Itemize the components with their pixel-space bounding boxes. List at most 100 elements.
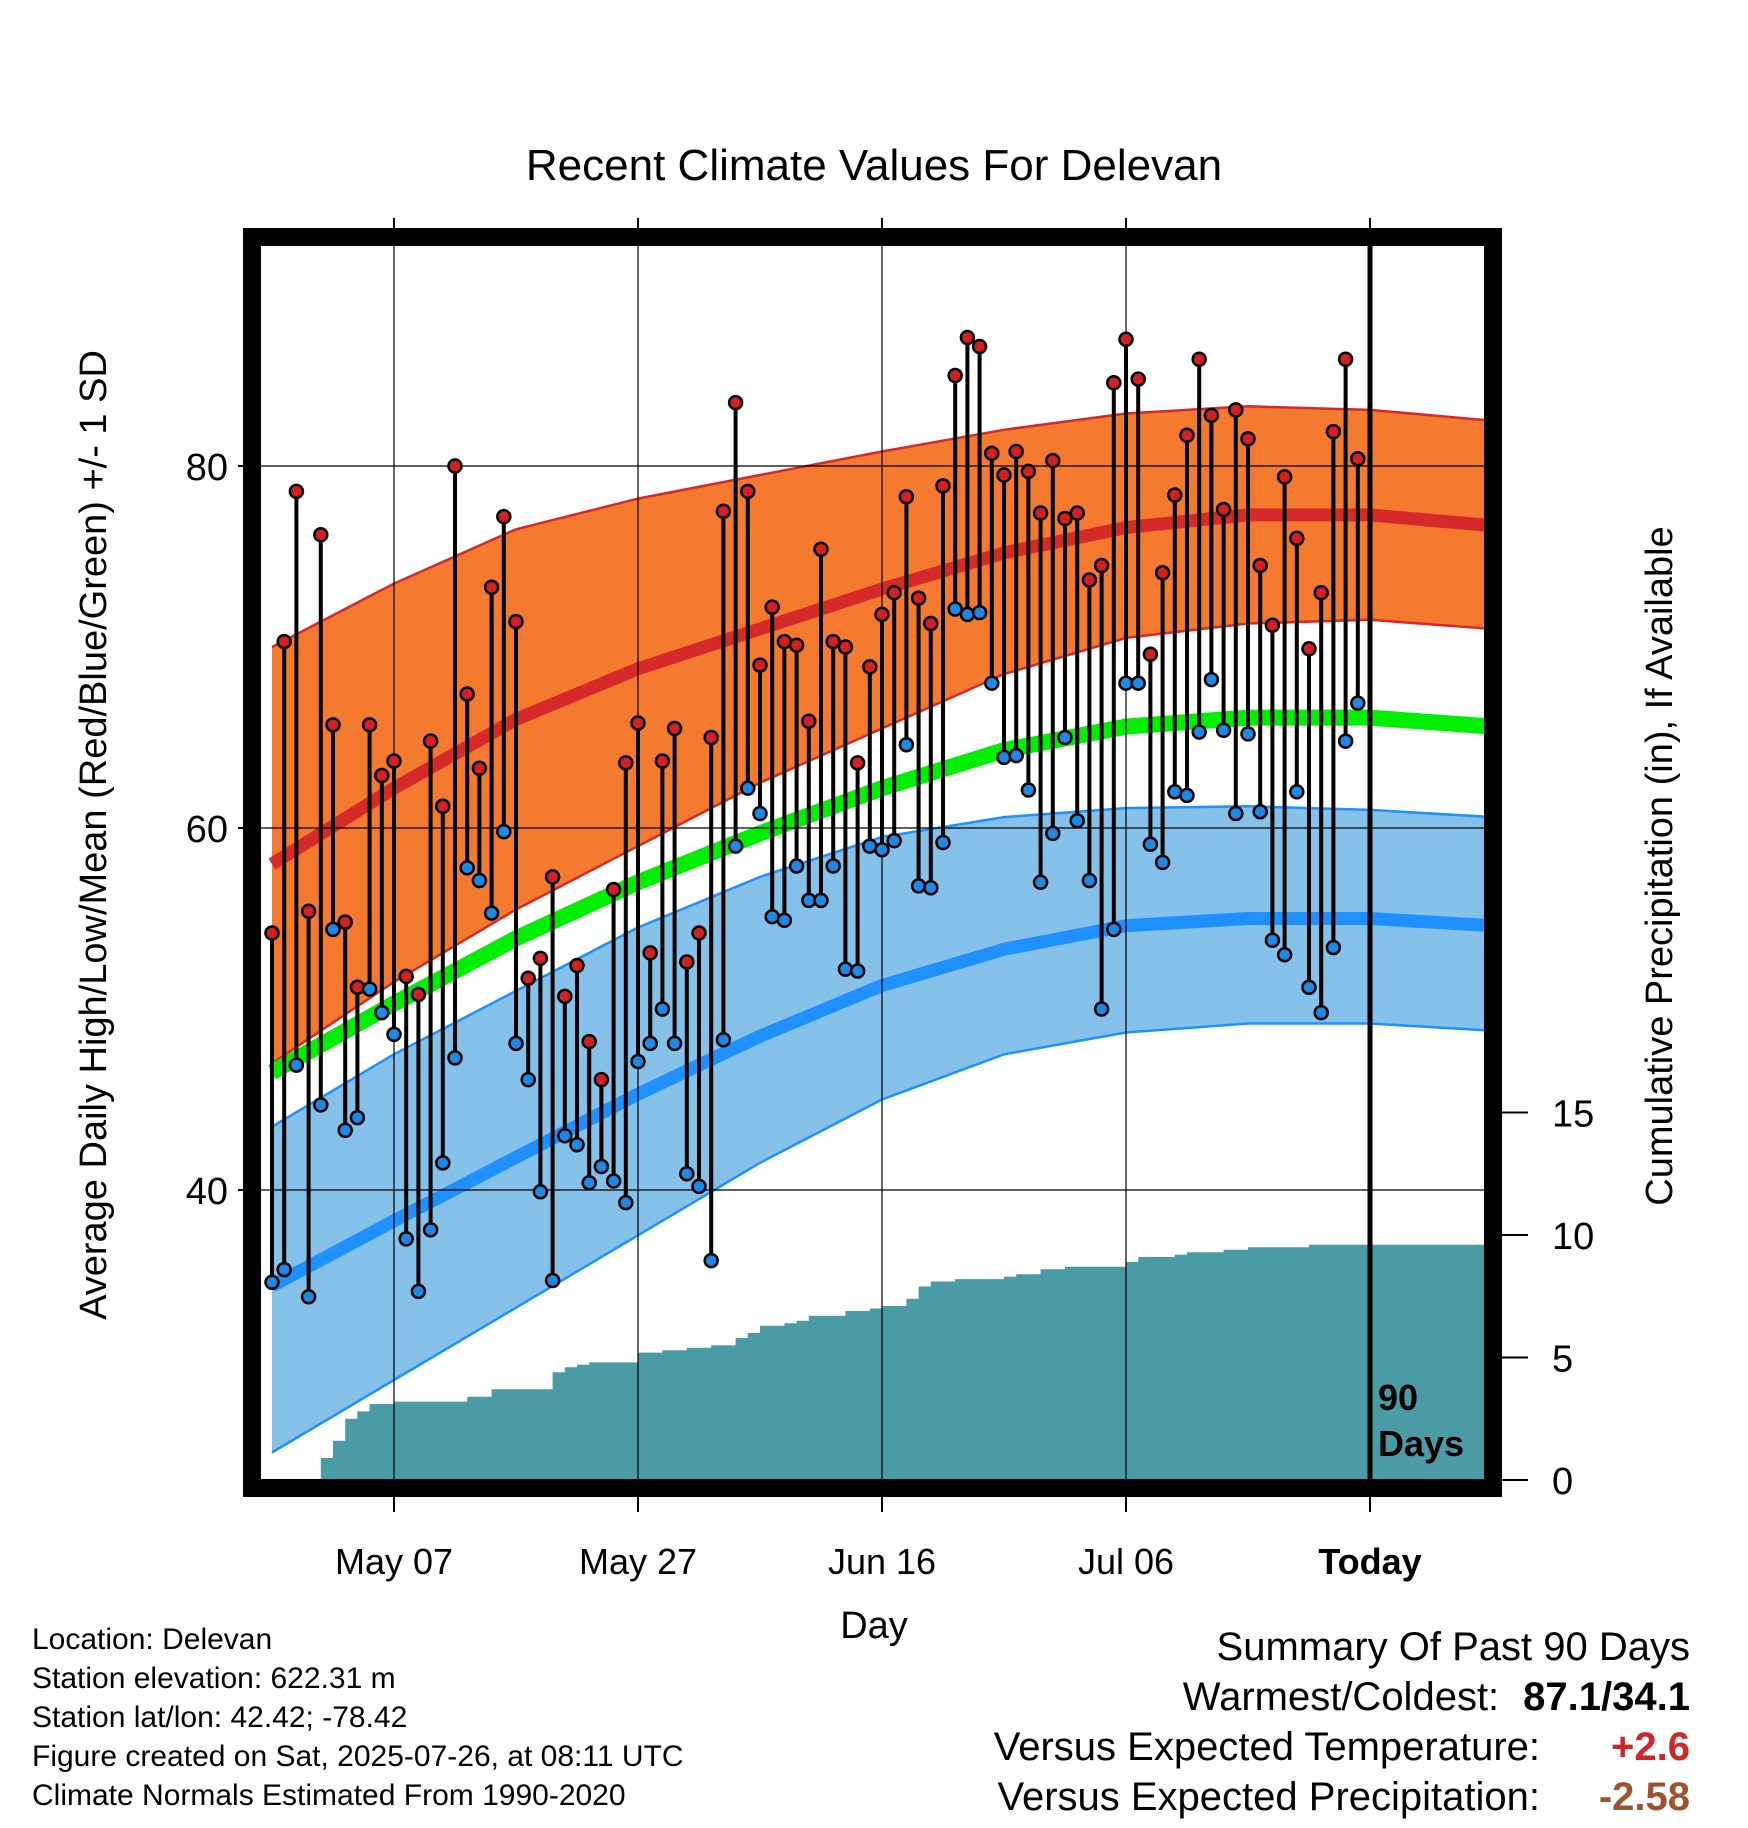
daily-low-point [727,838,744,854]
daily-high-point [508,613,524,630]
daily-low-point [361,981,378,997]
daily-high-point [1203,407,1220,424]
daily-high-point [337,914,353,930]
daily-low-point [618,1194,634,1211]
warm-cold-row: Warmest/Coldest: 87.1/34.1 [994,1672,1690,1722]
today-marker-label-1: 90 [1378,1377,1418,1418]
daily-low-point [1081,872,1098,889]
daily-low-point [935,834,951,851]
daily-high-point [1130,371,1146,387]
daily-low-point [605,1173,622,1189]
daily-low-point [593,1158,610,1175]
daily-low-point [813,892,829,909]
daily-high-point [581,1033,597,1050]
location-line: Location: Delevan [32,1623,273,1656]
daily-high-point [520,970,536,986]
daily-high-point [557,988,573,1005]
daily-high-point [1154,565,1171,581]
daily-low-point [349,1109,366,1126]
daily-low-point [581,1175,597,1191]
daily-high-point [1289,530,1305,547]
daily-low-point [691,1178,707,1195]
summary-panel: Summary Of Past 90 Days Warmest/Coldest:… [994,1622,1690,1822]
x-tick-label: Today [1318,1541,1421,1582]
daily-high-point [764,599,780,615]
daily-low-point [630,1053,646,1070]
daily-high-point [1045,452,1061,469]
daily-low-point [666,1035,683,1052]
daily-high-point [386,753,402,769]
daily-low-point [557,1127,573,1144]
lat-lon-line: Station lat/lon: 42.42; -78.42 [32,1701,408,1734]
daily-low-point [1215,722,1232,739]
daily-high-point [459,686,475,702]
y-tick-label: 40 [186,1171,228,1213]
daily-low-point [337,1122,353,1139]
daily-high-point [471,760,488,777]
daily-low-point [288,1057,305,1073]
x-tick-label: May 27 [579,1541,697,1582]
daily-high-point [1191,351,1207,367]
daily-high-point [1228,402,1244,418]
station-info: Location: Delevan Station elevation: 622… [32,1620,684,1815]
daily-high-point [947,367,963,384]
chart-title: Recent Climate Values For Delevan [526,141,1222,190]
daily-low-point [313,1097,329,1113]
daily-high-point [544,869,561,885]
daily-high-point [825,633,841,650]
daily-high-point [1301,641,1317,657]
daily-high-point [1020,463,1037,480]
precip-anomaly-row: Versus Expected Precipitation: -2.58 [994,1772,1690,1822]
x-tick-label: May 07 [335,1541,453,1582]
daily-high-point [276,633,292,650]
daily-low-point [910,878,927,894]
daily-high-point [1337,351,1354,367]
daily-low-point [1313,1004,1329,1021]
daily-low-point [532,1184,549,1200]
daily-high-point [679,954,695,970]
daily-high-point [410,986,427,1003]
daily-high-point [691,925,707,941]
plot-frame [243,228,1502,1497]
daily-low-point [569,1137,585,1153]
daily-high-point [361,717,378,733]
daily-low-point [325,921,341,938]
daily-low-point [447,1050,463,1066]
daily-low-point [1142,836,1159,853]
daily-low-point [398,1231,414,1247]
daily-low-point [898,736,915,753]
daily-high-point [618,755,634,771]
daily-low-point [886,832,902,849]
daily-low-point [1032,874,1049,891]
daily-low-point [923,879,939,896]
daily-high-point [666,720,683,737]
y2-tick-label: 10 [1552,1216,1594,1258]
daily-high-point [605,881,622,898]
daily-low-point [1289,784,1305,800]
daily-low-point [1057,729,1073,746]
daily-low-point [1325,939,1342,956]
y-tick-label: 80 [186,447,228,489]
daily-high-point [1313,584,1329,601]
daily-high-point [886,584,902,601]
daily-high-point [935,478,951,494]
today-marker-label-2: Days [1378,1423,1464,1464]
daily-low-point [459,860,475,876]
daily-high-point [910,590,927,606]
daily-high-point [1093,557,1110,574]
daily-low-point [508,1035,524,1052]
daily-low-point [837,961,854,977]
daily-low-point [1350,695,1366,711]
daily-low-point [715,1032,732,1048]
daily-low-point [1154,854,1171,871]
y2-tick-label: 5 [1552,1339,1573,1381]
daily-high-point [447,458,463,474]
daily-low-point [1228,805,1244,822]
normals-line: Climate Normals Estimated From 1990-2020 [32,1779,626,1812]
daily-high-point [630,715,646,731]
daily-high-point [996,467,1012,483]
daily-low-point [374,1004,390,1021]
x-tick-label: Jun 16 [828,1541,936,1582]
daily-low-point [276,1261,292,1278]
daily-high-point [1081,572,1098,588]
